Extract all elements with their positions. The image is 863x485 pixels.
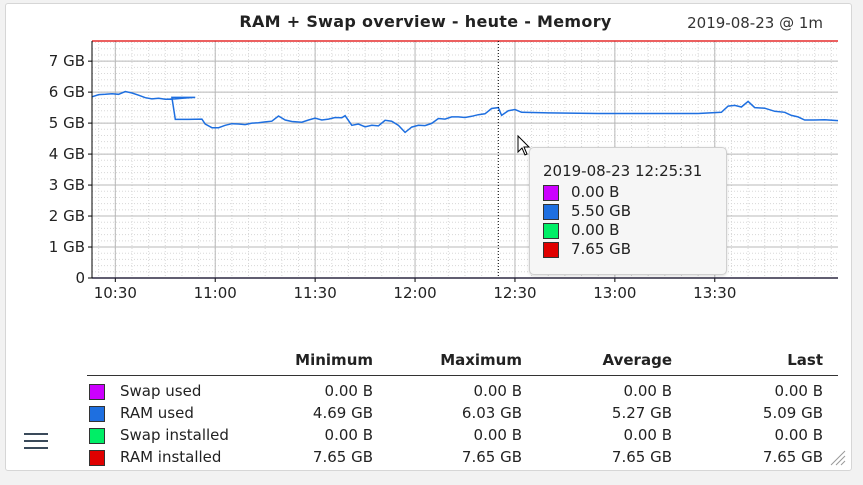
- tooltip-value: 0.00 B: [571, 183, 620, 201]
- tooltip-swatch: [543, 204, 559, 220]
- x-tick-label: 12:30: [493, 284, 536, 302]
- hamburger-menu-icon[interactable]: [24, 431, 48, 451]
- x-tick-label: 13:00: [593, 284, 636, 302]
- mouse-pointer-icon: [517, 134, 531, 156]
- y-axis-ticks: 0 1 GB 2 GB 3 GB 4 GB 5 GB 6 GB 7 GB: [49, 52, 92, 287]
- y-tick-label: 6 GB: [49, 83, 85, 101]
- y-tick-label: 7 GB: [49, 52, 85, 70]
- resize-handle-icon[interactable]: [828, 448, 846, 466]
- tooltip-swatch: [543, 185, 559, 201]
- x-tick-label: 11:30: [294, 284, 337, 302]
- y-tick-label: 2 GB: [49, 207, 85, 225]
- x-tick-label: 12:00: [393, 284, 436, 302]
- tooltip-time: 2019-08-23 12:25:31: [543, 162, 703, 180]
- tooltip-value: 0.00 B: [571, 221, 620, 239]
- x-tick-label: 13:30: [693, 284, 736, 302]
- tooltip-swatch: [543, 223, 559, 239]
- y-tick-label: 0: [75, 269, 85, 287]
- graph-title: RAM + Swap overview - heute - Memory: [239, 12, 612, 31]
- y-tick-label: 4 GB: [49, 145, 85, 163]
- tooltip-value: 7.65 GB: [571, 240, 632, 258]
- graph-timestamp[interactable]: 2019-08-23 @ 1m: [687, 14, 823, 32]
- x-tick-label: 10:30: [94, 284, 137, 302]
- x-tick-label: 11:00: [194, 284, 237, 302]
- y-tick-label: 1 GB: [49, 238, 85, 256]
- major-grid: [92, 41, 838, 278]
- tooltip-swatch: [543, 242, 559, 258]
- y-tick-label: 3 GB: [49, 176, 85, 194]
- series-line-ram-used: [91, 90, 839, 134]
- hover-tooltip: 2019-08-23 12:25:31 0.00 B 5.50 GB 0.00 …: [529, 147, 727, 275]
- x-axis-ticks: 10:30 11:00 11:30 12:00 12:30 13:00 13:30: [94, 278, 736, 302]
- y-tick-label: 5 GB: [49, 114, 85, 132]
- tooltip-value: 5.50 GB: [571, 202, 632, 220]
- memory-chart[interactable]: 0 1 GB 2 GB 3 GB 4 GB 5 GB 6 GB 7 GB 10:30 11:00…: [0, 0, 863, 330]
